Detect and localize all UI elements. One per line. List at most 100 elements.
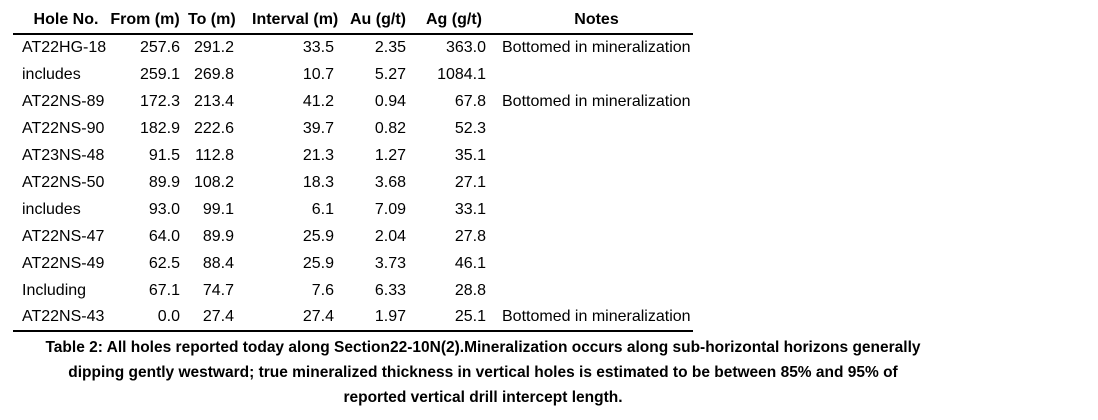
cell-hole: AT22NS-50 (22, 173, 105, 191)
cell-au: 7.09 (374, 200, 406, 218)
cell-au: 0.94 (374, 92, 406, 110)
table-row: AT22NS-90 182.9 222.6 39.7 0.82 52.3 (13, 115, 693, 142)
cell-to: 27.4 (188, 304, 252, 332)
drill-results-section: Hole No. From (m) To (m) Interval (m) Au… (13, 6, 1098, 410)
cell-ag: 33.1 (454, 200, 486, 218)
cell-au: 3.68 (374, 173, 406, 191)
column-header-ag: Ag (g/t) (422, 6, 500, 35)
cell-interval: 18.3 (302, 173, 334, 191)
drill-results-table: Hole No. From (m) To (m) Interval (m) Au… (13, 6, 693, 332)
cell-from: 182.9 (139, 119, 180, 137)
cell-notes (500, 223, 693, 250)
table-row: includes 259.1 269.8 10.7 5.27 1084.1 (13, 61, 693, 88)
cell-hole: AT22NS-43 (13, 304, 110, 332)
cell-ag: 46.1 (454, 254, 486, 272)
cell-interval: 27.4 (252, 304, 350, 332)
cell-hole: AT22NS-49 (22, 254, 105, 272)
cell-hole: includes (22, 200, 81, 218)
cell-hole: AT23NS-48 (22, 146, 105, 164)
cell-to: 108.2 (193, 173, 234, 191)
column-header-interval: Interval (m) (252, 6, 350, 35)
cell-interval: 41.2 (302, 92, 334, 110)
cell-au: 2.35 (374, 39, 406, 56)
cell-from: 64.0 (148, 227, 180, 245)
cell-notes (500, 115, 693, 142)
table-row: includes 93.0 99.1 6.1 7.09 33.1 (13, 196, 693, 223)
cell-to: 89.9 (202, 227, 234, 245)
cell-notes (500, 250, 693, 277)
cell-from: 62.5 (148, 254, 180, 272)
table-row: AT23NS-48 91.5 112.8 21.3 1.27 35.1 (13, 142, 693, 169)
column-header-from: From (m) (110, 6, 188, 35)
cell-interval: 33.5 (302, 39, 334, 56)
cell-ag: 363.0 (445, 39, 486, 56)
cell-au: 1.27 (374, 146, 406, 164)
column-header-to: To (m) (188, 6, 252, 35)
cell-to: 99.1 (202, 200, 234, 218)
table-row: AT22NS-47 64.0 89.9 25.9 2.04 27.8 (13, 223, 693, 250)
cell-notes (500, 196, 693, 223)
cell-au: 1.97 (350, 304, 422, 332)
cell-to: 222.6 (193, 119, 234, 137)
cell-au: 3.73 (374, 254, 406, 272)
table-row: Including 67.1 74.7 7.6 6.33 28.8 (13, 277, 693, 304)
cell-interval: 7.6 (311, 281, 334, 299)
cell-notes (500, 169, 693, 196)
cell-hole: AT22NS-89 (22, 92, 105, 110)
cell-interval: 25.9 (302, 254, 334, 272)
column-header-au: Au (g/t) (350, 6, 422, 35)
header-row: Hole No. From (m) To (m) Interval (m) Au… (13, 6, 693, 35)
cell-interval: 6.1 (311, 200, 334, 218)
cell-hole: AT22NS-47 (22, 227, 105, 245)
table-row: AT22NS-49 62.5 88.4 25.9 3.73 46.1 (13, 250, 693, 277)
table-row: AT22NS-43 0.0 27.4 27.4 1.97 25.1 Bottomed in … (13, 304, 693, 332)
cell-to: 112.8 (195, 146, 234, 164)
cell-hole: includes (22, 65, 81, 83)
column-header-hole-no: Hole No. (13, 6, 110, 35)
cell-from: 257.6 (139, 39, 180, 56)
cell-ag: 28.8 (454, 281, 486, 299)
cell-notes (500, 277, 693, 304)
cell-from: 67.1 (148, 281, 180, 299)
cell-ag: 27.1 (454, 173, 486, 191)
cell-hole: AT22NS-90 (22, 119, 105, 137)
cell-au: 0.82 (374, 119, 406, 137)
cell-from: 91.5 (148, 146, 180, 164)
cell-ag: 1084.1 (437, 65, 486, 83)
cell-interval: 21.3 (302, 146, 334, 164)
caption-line-1: Table 2: All holes reported today along … (45, 339, 921, 356)
cell-notes: Bottomed in mineralization (502, 39, 691, 56)
table-caption: Table 2: All holes reported today along … (13, 335, 953, 410)
table-row: AT22HG-18 257.6 291.2 33.5 2.35 363.0 Bottomed… (13, 34, 693, 61)
cell-au: 5.27 (374, 65, 406, 83)
column-header-notes: Notes (500, 6, 693, 35)
cell-notes (500, 142, 693, 169)
cell-to: 74.7 (202, 281, 234, 299)
cell-to: 88.4 (202, 254, 234, 272)
cell-au: 2.04 (374, 227, 406, 245)
cell-interval: 25.9 (302, 227, 334, 245)
table-body: AT22HG-18 257.6 291.2 33.5 2.35 363.0 Bottomed… (13, 34, 693, 332)
cell-to: 291.2 (193, 39, 234, 56)
cell-au: 6.33 (374, 281, 406, 299)
cell-ag: 27.8 (454, 227, 486, 245)
cell-from: 0.0 (110, 304, 188, 332)
cell-from: 172.3 (139, 92, 180, 110)
cell-interval: 10.7 (302, 65, 334, 83)
cell-to: 213.4 (193, 92, 234, 110)
table-row: AT22NS-89 172.3 213.4 41.2 0.94 67.8 Bottomed … (13, 88, 693, 115)
cell-from: 93.0 (148, 200, 180, 218)
table-header: Hole No. From (m) To (m) Interval (m) Au… (13, 6, 693, 35)
cell-hole: AT22HG-18 (22, 39, 107, 56)
cell-notes: Bottomed in mineralization (502, 92, 691, 110)
cell-ag: 52.3 (454, 119, 486, 137)
cell-from: 89.9 (148, 173, 180, 191)
cell-ag: 35.1 (454, 146, 486, 164)
caption-line-3: reported vertical drill intercept length… (343, 389, 623, 406)
caption-line-2: dipping gently westward; true mineralize… (68, 364, 898, 381)
cell-to: 269.8 (193, 65, 234, 83)
cell-notes (500, 61, 693, 88)
cell-ag: 25.1 (422, 304, 500, 332)
table-row: AT22NS-50 89.9 108.2 18.3 3.68 27.1 (13, 169, 693, 196)
cell-ag: 67.8 (454, 92, 486, 110)
